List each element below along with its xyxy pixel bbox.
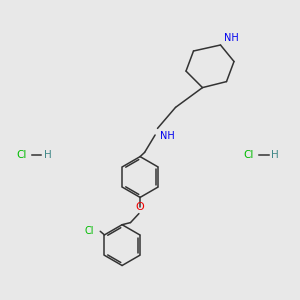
Text: H: H: [44, 149, 52, 160]
Text: H: H: [272, 149, 279, 160]
Text: NH: NH: [224, 33, 239, 43]
Text: Cl: Cl: [84, 226, 94, 236]
Text: Cl: Cl: [16, 149, 27, 160]
Text: Cl: Cl: [243, 149, 254, 160]
Text: NH: NH: [160, 131, 175, 141]
Text: O: O: [136, 202, 145, 212]
